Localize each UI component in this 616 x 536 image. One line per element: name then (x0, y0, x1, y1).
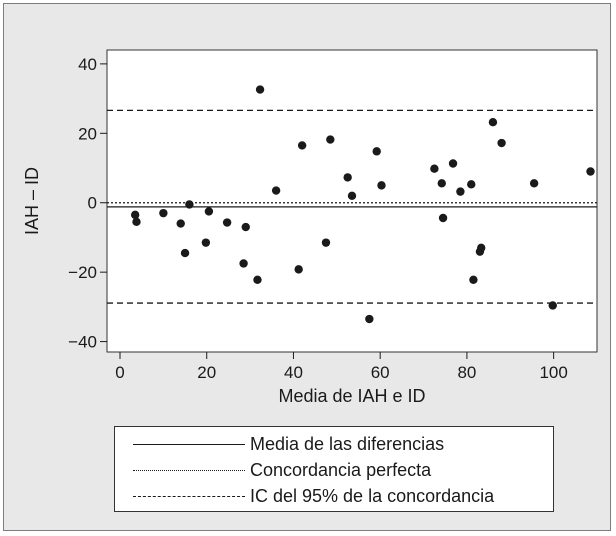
data-point (132, 217, 141, 227)
legend: Media de las diferencias Concordancia pe… (114, 426, 554, 512)
data-point (497, 138, 506, 148)
legend-label: Media de las diferencias (250, 433, 445, 454)
data-point (180, 248, 190, 258)
x-tick-label: 40 (284, 363, 303, 382)
data-point (488, 118, 498, 127)
plot-area (106, 49, 598, 353)
data-point (548, 301, 557, 310)
data-point (469, 275, 478, 284)
data-point (586, 167, 595, 176)
legend-swatch-dashed (133, 495, 245, 497)
data-point (477, 243, 486, 253)
data-point (239, 259, 248, 268)
data-point (438, 213, 448, 223)
data-point (372, 147, 381, 156)
data-point (343, 173, 352, 182)
data-point (365, 314, 374, 324)
x-tick-label: 80 (457, 363, 476, 382)
y-tick-label: 20 (78, 124, 97, 143)
y-axis-title: IAH – ID (22, 167, 42, 235)
data-point (201, 238, 211, 247)
data-point (321, 238, 331, 247)
legend-label: Concordancia perfecta (250, 459, 432, 480)
data-point (529, 179, 539, 188)
data-point (255, 85, 265, 94)
x-tick-label: 20 (197, 363, 216, 382)
data-point (130, 210, 140, 220)
y-axis: −40 −20 0 20 40 (68, 55, 107, 352)
data-point (176, 219, 185, 228)
data-point (271, 186, 281, 195)
legend-label: IC del 95% de la concordancia (250, 485, 495, 506)
data-point (222, 218, 232, 227)
legend-item: Concordancia perfecta (115, 458, 553, 482)
data-point (204, 207, 214, 216)
figure-frame: −40 −20 0 20 40 0 20 40 60 80 100 Media de IAH e … (3, 3, 611, 531)
data-point (437, 179, 446, 188)
y-tick-label: 40 (78, 55, 97, 74)
data-points (130, 85, 595, 324)
legend-swatch-solid (133, 443, 245, 445)
data-point (241, 222, 250, 232)
legend-item: IC del 95% de la concordancia (115, 484, 553, 508)
y-tick-label: 0 (88, 194, 97, 213)
x-tick-label: 60 (371, 363, 390, 382)
data-point (159, 208, 168, 218)
x-tick-label: 0 (115, 363, 124, 382)
data-point (297, 141, 307, 150)
y-tick-label: −20 (68, 263, 97, 282)
data-point (253, 275, 262, 284)
x-axis: 0 20 40 60 80 100 (115, 352, 568, 382)
data-point (430, 164, 439, 173)
data-point (448, 159, 458, 168)
data-point (294, 265, 303, 274)
data-point (185, 200, 194, 209)
scatter-chart: −40 −20 0 20 40 0 20 40 60 80 100 Media de IAH e … (22, 49, 598, 406)
legend-swatch-dotted (133, 469, 245, 471)
y-tick-label: −40 (68, 333, 97, 352)
x-tick-label: 100 (539, 363, 567, 382)
data-point (377, 181, 386, 190)
legend-item: Media de las diferencias (115, 432, 553, 456)
data-point (467, 180, 476, 189)
data-point (347, 191, 357, 200)
data-point (326, 135, 335, 144)
data-point (456, 187, 465, 196)
x-axis-title: Media de IAH e ID (278, 386, 425, 406)
